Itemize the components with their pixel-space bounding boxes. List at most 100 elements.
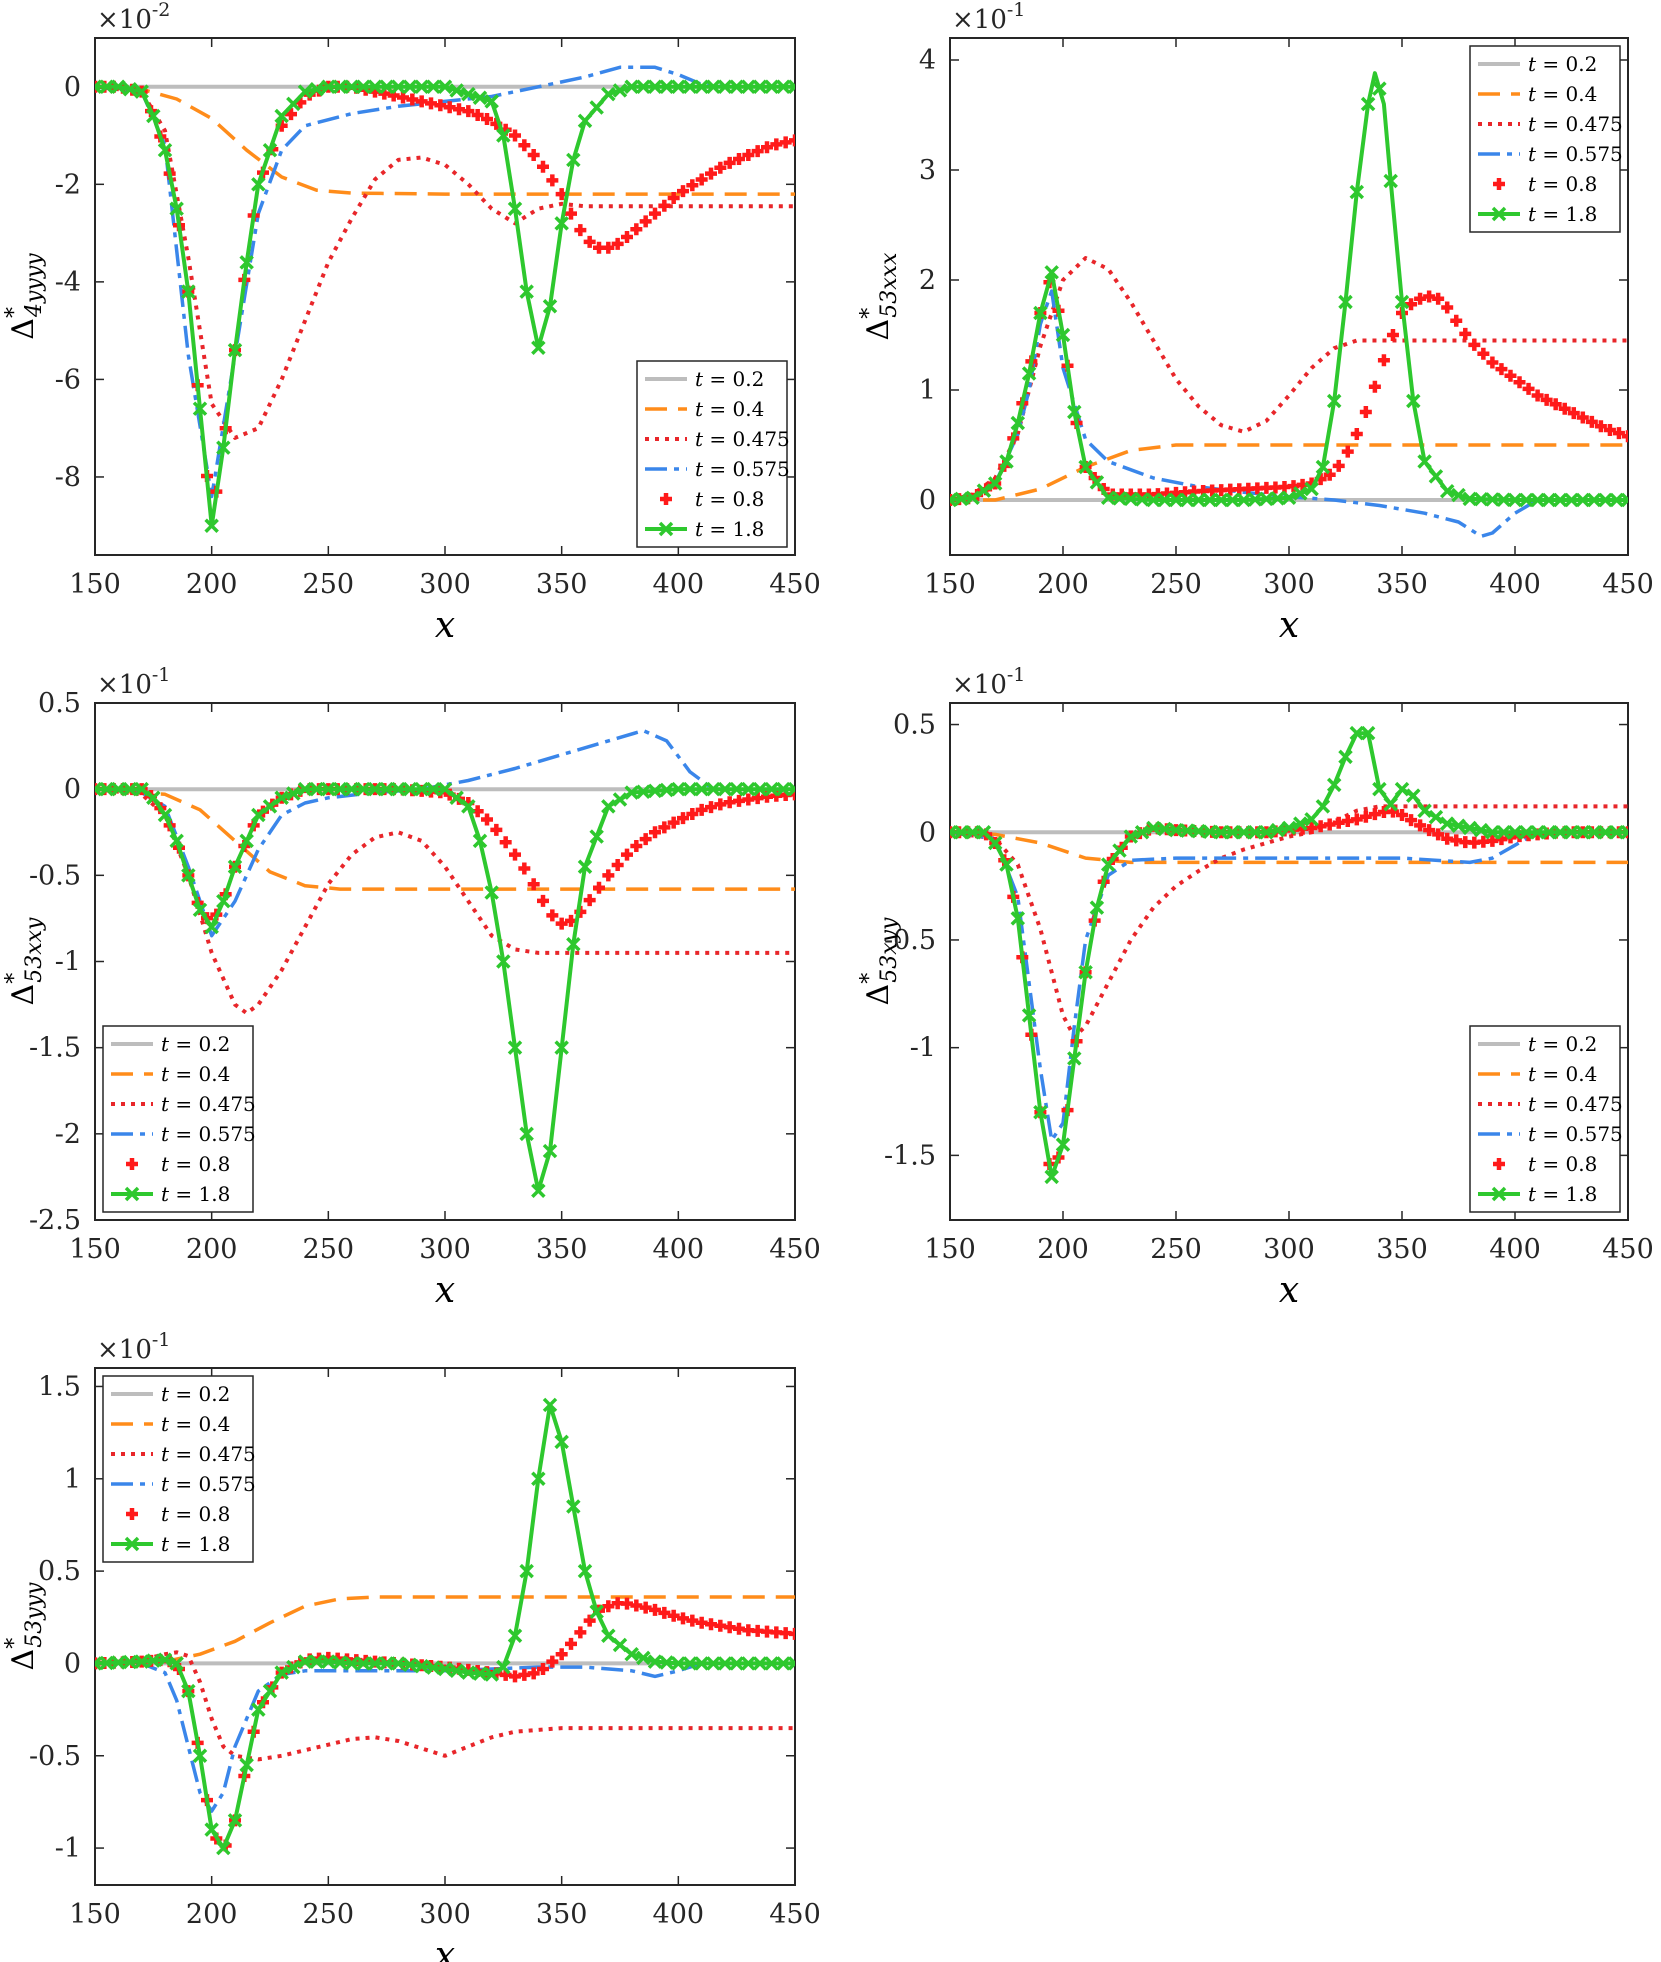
- y-tick-label: 0: [64, 72, 81, 103]
- series-marker-t-1.8: [274, 790, 289, 806]
- x-axis-label: x: [435, 1935, 455, 1962]
- series-marker-t-1.8: [1078, 459, 1093, 475]
- series-marker-t-1.8: [741, 79, 756, 95]
- series-marker-t-1.8: [1394, 781, 1410, 797]
- series-marker-t-1.8: [1112, 843, 1127, 858]
- y-tick-label: -0.5: [29, 860, 81, 891]
- y-axis-label: Δ*53xxx: [857, 252, 902, 340]
- series-marker-t-1.8: [437, 781, 453, 797]
- y-exponent-label: ×10-1: [952, 0, 1025, 35]
- series-marker-t-1.8: [507, 1040, 523, 1055]
- series-marker-t-1.8: [1507, 492, 1523, 508]
- series-marker-t-1.8: [1519, 825, 1534, 840]
- series-marker-t-1.8: [577, 113, 593, 129]
- series-marker-t-1.8: [519, 1126, 534, 1142]
- series-marker-t-0.8: [667, 1609, 680, 1622]
- series-marker-t-1.8: [344, 781, 359, 797]
- series-marker-t-1.8: [1575, 492, 1591, 508]
- series-marker-t-1.8: [1259, 491, 1274, 507]
- series-marker-t-1.8: [1033, 305, 1048, 321]
- chart-panel-top-right: 150 200 250 300 350 400 450 0 1 2 3 4 ×10-1 x Δ*53xxx t…: [857, 0, 1654, 646]
- series-marker-t-0.8: [509, 848, 521, 861]
- series-marker-t-1.8: [204, 518, 219, 533]
- series-marker-t-1.8: [1586, 492, 1602, 508]
- series-marker-t-1.8: [566, 937, 581, 952]
- series-marker-t-0.8: [1585, 415, 1598, 428]
- series-marker-t-1.8: [1304, 481, 1319, 497]
- series-marker-t-1.8: [1157, 821, 1172, 837]
- series-marker-t-1.8: [1315, 799, 1331, 814]
- x-tick-label: 200: [186, 1234, 238, 1265]
- series-marker-t-1.8: [1225, 492, 1240, 508]
- y-tick-label: 1.5: [38, 1371, 81, 1402]
- y-tick-label: -8: [55, 462, 81, 493]
- legend-label: t = 0.2: [1528, 1032, 1597, 1056]
- series-marker-t-0.8: [621, 230, 633, 243]
- series-marker-t-1.8: [954, 491, 969, 507]
- series-marker-t-1.8: [414, 1658, 429, 1674]
- series-marker-t-1.8: [379, 781, 394, 797]
- x-axis-label: x: [435, 605, 455, 646]
- series-marker-t-1.8: [146, 108, 161, 124]
- series-marker-t-1.8: [987, 835, 1003, 851]
- series-marker-t-1.8: [146, 1653, 161, 1668]
- series-marker-t-0.8: [1567, 407, 1580, 420]
- series-marker-t-0.8: [686, 807, 699, 820]
- x-tick-label: 200: [1037, 1234, 1089, 1265]
- series-marker-t-0.8: [583, 235, 596, 248]
- y-tick-label: -1: [55, 1833, 81, 1864]
- legend-marker-sample: [1493, 178, 1505, 190]
- series-marker-t-1.8: [1021, 1008, 1037, 1023]
- legend-item: t = 0.475: [1478, 1092, 1623, 1116]
- series-marker-t-1.8: [776, 1656, 791, 1671]
- legend-label: t = 0.475: [695, 427, 790, 451]
- series-marker-t-1.8: [1067, 1051, 1082, 1066]
- series-marker-t-1.8: [181, 1683, 196, 1699]
- series-marker-t-1.8: [1281, 490, 1297, 506]
- series-marker-t-0.8: [1576, 411, 1589, 424]
- y-axis-label: Δ*4yyyy: [2, 253, 47, 340]
- series-marker-t-1.8: [297, 84, 313, 99]
- series-group: [95, 65, 795, 533]
- y-tick-label: 0: [64, 774, 81, 805]
- series-marker-t-1.8: [251, 177, 266, 192]
- series-marker-t-0.8: [1405, 298, 1418, 311]
- series-marker-t-1.8: [192, 401, 208, 416]
- series-marker-t-1.8: [717, 79, 733, 95]
- y-tick-label: -1: [910, 1033, 936, 1064]
- legend-label: t = 0.4: [161, 1062, 230, 1086]
- x-tick-label: 350: [536, 1234, 588, 1265]
- series-line-t-0.575: [95, 1661, 795, 1813]
- series-marker-t-1.8: [122, 81, 138, 97]
- chart-panel-middle-left: 150 200 250 300 350 400 450 0.5 0 -0.5 -1 -1.5 -2 -2.…: [2, 664, 821, 1311]
- x-tick-label: 150: [924, 1234, 976, 1265]
- series-marker-t-0.8: [1504, 369, 1517, 382]
- series-marker-t-0.8: [602, 869, 615, 882]
- series-marker-t-1.8: [1552, 825, 1568, 840]
- series-marker-t-0.8: [611, 237, 624, 250]
- series-marker-t-1.8: [1293, 816, 1308, 831]
- series-marker-t-1.8: [461, 799, 476, 814]
- series-marker-t-1.8: [472, 833, 488, 849]
- series-marker-t-1.8: [764, 79, 779, 95]
- series-marker-t-1.8: [379, 79, 394, 95]
- series-marker-t-1.8: [251, 807, 266, 823]
- series-marker-t-1.8: [1021, 366, 1037, 381]
- legend-item: t = 0.2: [1478, 1032, 1597, 1056]
- series-marker-t-1.8: [1055, 1137, 1071, 1152]
- series-marker-t-1.8: [1451, 487, 1466, 503]
- series-marker-t-1.8: [1134, 825, 1150, 840]
- series-marker-t-0.8: [574, 224, 587, 237]
- series-marker-t-1.8: [624, 785, 639, 800]
- y-tick-label: -1.5: [884, 1140, 936, 1171]
- series-marker-t-1.8: [1575, 825, 1591, 840]
- series-marker-t-1.8: [496, 1659, 511, 1675]
- legend-item: t = 0.2: [111, 1032, 230, 1056]
- series-marker-t-1.8: [507, 201, 523, 216]
- series-marker-t-1.8: [1372, 81, 1387, 96]
- series-group: [95, 728, 795, 1198]
- x-tick-label: 150: [69, 1234, 121, 1265]
- series-marker-t-1.8: [414, 79, 429, 95]
- series-marker-t-0.8: [565, 1637, 577, 1650]
- series-marker-t-0.8: [1359, 810, 1372, 823]
